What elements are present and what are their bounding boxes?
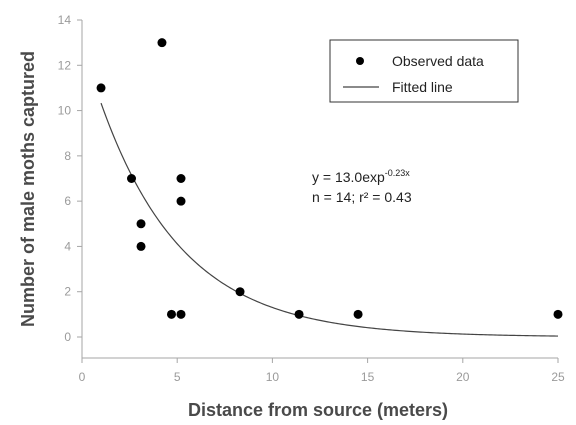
x-tick-label: 0 — [79, 370, 86, 384]
data-point — [353, 309, 363, 319]
data-point — [136, 241, 146, 251]
data-point — [166, 309, 176, 319]
y-tick-label: 2 — [64, 285, 71, 299]
equation-annotation: y = 13.0exp-0.23x n = 14; r² = 0.43 — [312, 168, 412, 205]
legend-box — [329, 39, 519, 103]
y-tick-label: 12 — [58, 58, 72, 72]
legend-label-observed: Observed data — [392, 53, 484, 69]
observed-points — [96, 38, 563, 319]
equation-exponent: -0.23x — [385, 168, 411, 178]
data-point — [157, 38, 167, 48]
legend-point-marker — [356, 57, 364, 65]
axes — [81, 20, 558, 359]
x-axis-title: Distance from source (meters) — [188, 400, 448, 420]
stats-text: n = 14; r² = 0.43 — [312, 189, 412, 205]
data-point — [235, 287, 245, 297]
x-ticks: 0 5 10 15 20 25 — [79, 358, 565, 384]
y-tick-label: 0 — [64, 330, 71, 344]
data-point — [176, 174, 186, 183]
data-point — [176, 196, 186, 206]
y-ticks: 0 2 4 6 8 10 12 14 — [58, 13, 82, 344]
x-tick-label: 25 — [551, 370, 565, 384]
data-point — [127, 174, 137, 183]
equation-main: y = 13.0exp — [312, 169, 385, 185]
x-tick-label: 5 — [174, 370, 181, 384]
x-tick-label: 20 — [456, 370, 470, 384]
y-axis-title: Number of male moths captured — [18, 51, 38, 327]
y-tick-label: 6 — [64, 194, 71, 208]
data-point — [294, 309, 304, 319]
data-point — [553, 309, 563, 319]
x-tick-label: 15 — [361, 370, 375, 384]
x-tick-label: 10 — [266, 370, 280, 384]
y-tick-label: 8 — [64, 149, 71, 163]
y-tick-label: 4 — [64, 239, 71, 253]
equation-text: y = 13.0exp-0.23x — [312, 168, 410, 185]
y-tick-label: 14 — [58, 13, 72, 27]
legend: Observed data Fitted line — [329, 39, 519, 103]
data-point — [176, 309, 186, 319]
fitted-line — [100, 102, 559, 337]
data-point — [136, 219, 146, 229]
data-point — [96, 83, 106, 93]
y-tick-label: 10 — [58, 104, 72, 118]
legend-label-fitted: Fitted line — [392, 79, 453, 95]
